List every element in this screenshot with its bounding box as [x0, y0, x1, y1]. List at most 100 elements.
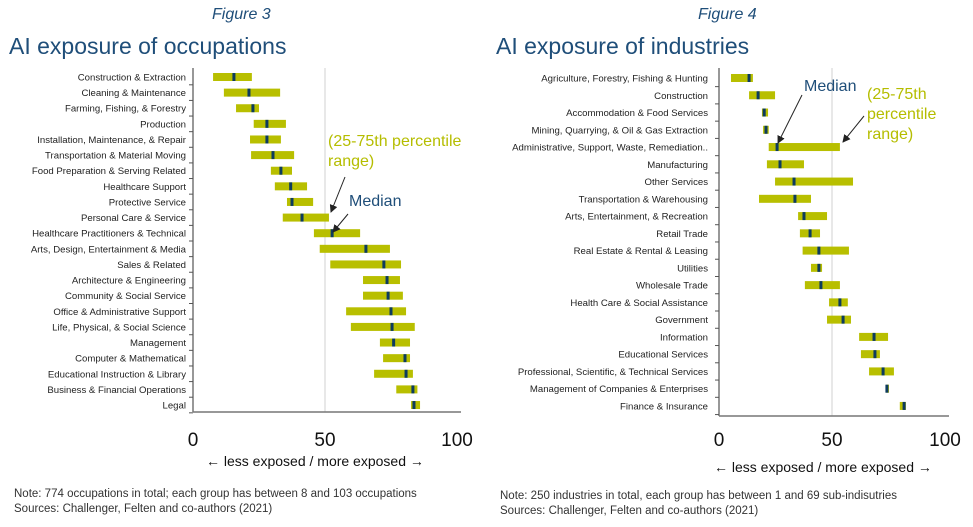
chart1-median-marker — [330, 229, 334, 238]
chart1-category-label: Construction & Extraction — [78, 73, 186, 84]
chart1-median-marker — [411, 385, 415, 394]
chart1-category-label: Installation, Maintenance, & Repair — [37, 135, 187, 146]
chart-title-occupations: AI exposure of occupations — [9, 33, 287, 59]
chart2-category-label: Arts, Entertainment, & Recreation — [565, 212, 708, 223]
source-text: Sources: Challenger, Felten and co-autho… — [500, 505, 759, 517]
chart2-median-marker — [838, 298, 842, 307]
chart1-median-marker — [279, 166, 283, 175]
chart1-category-label: Community & Social Service — [65, 291, 186, 302]
chart2-range-bar — [798, 212, 828, 221]
annotation-range-industries: (25-75th percentile range) — [867, 86, 937, 143]
chart1-range-bar — [396, 385, 418, 394]
chart2-category-label: Wholesale Trade — [636, 281, 708, 292]
chart2-median-marker — [778, 160, 782, 169]
chart1-range-bar — [282, 213, 329, 222]
chart1-range-bar — [374, 369, 413, 378]
chart1-median-marker — [232, 73, 236, 81]
chart1-median-marker — [389, 307, 393, 316]
note-occupations: Note: 774 occupations in total; each gro… — [14, 487, 417, 517]
chart2-category-label: Construction — [654, 91, 708, 102]
chart1-range-bar — [223, 88, 281, 97]
chart2-median-marker — [885, 384, 889, 393]
note-industries: Note: 250 industries in total, each grou… — [500, 489, 897, 519]
chart2-median-marker — [775, 143, 779, 152]
chart2-category-label: Accommodation & Food Services — [566, 108, 708, 119]
chart1-category-label: Food Preparation & Serving Related — [32, 166, 186, 177]
chart1-category-label: Office & Administrative Support — [53, 307, 186, 318]
chart1-median-marker — [265, 135, 269, 144]
chart1-median-marker — [364, 244, 368, 253]
chart2-category-label: Real Estate & Rental & Leasing — [574, 246, 708, 257]
chart1-range-bar — [286, 197, 314, 206]
chart1-median-marker — [289, 182, 293, 191]
chart2-median-marker — [793, 194, 797, 203]
chart1-range-bar — [363, 291, 403, 300]
chart1-range-bar — [319, 244, 390, 253]
chart1-median-marker — [403, 354, 407, 363]
chart1-x-tick-label: 50 — [314, 430, 335, 451]
chart2-range-bar — [775, 177, 854, 186]
chart1-range-bar — [346, 307, 407, 316]
x-axis-label-occupations: ← less exposed / more exposed → — [206, 453, 424, 469]
chart2-category-label: Agriculture, Forestry, Fishing & Hunting — [541, 74, 708, 85]
chart1-median-marker — [386, 291, 390, 300]
chart1-category-label: Business & Financial Operations — [47, 385, 186, 396]
chart2-category-label: Retail Trade — [656, 229, 708, 240]
annotation-median-occupations: Median — [349, 193, 402, 210]
annotation-median-industries: Median — [804, 78, 857, 95]
chart1-category-label: Healthcare Practitioners & Technical — [32, 229, 186, 240]
chart2-category-label: Educational Services — [618, 350, 708, 361]
chart2-category-label: Health Care & Social Assistance — [570, 298, 708, 309]
chart1-x-tick-label: 100 — [441, 430, 473, 451]
chart1-category-label: Educational Instruction & Library — [48, 369, 186, 380]
chart1-median-marker — [290, 197, 294, 206]
arrow-median-occupations — [332, 213, 349, 233]
chart1-range-bar — [253, 119, 286, 128]
chart1-median-marker — [265, 119, 269, 128]
chart1-category-label: Farming, Fishing, & Forestry — [65, 104, 186, 115]
note-text: Note: 774 occupations in total; each gro… — [14, 488, 417, 500]
chart2-x-tick-label: 0 — [714, 430, 725, 451]
chart2-median-marker — [747, 74, 751, 82]
chart1-median-marker — [412, 401, 416, 410]
chart1-category-label: Sales & Related — [117, 260, 186, 271]
chart2-category-label: Other Services — [645, 177, 709, 188]
chart2-median-marker — [817, 246, 821, 255]
chart2-median-marker — [764, 125, 768, 134]
x-axis-label-industries: ← less exposed / more exposed → — [714, 459, 932, 475]
chart2-range-bar — [827, 315, 851, 324]
chart2-median-marker — [902, 401, 906, 410]
chart2-median-marker — [873, 350, 877, 359]
figure-4-label: Figure 4 — [698, 6, 757, 23]
chart-title-industries: AI exposure of industries — [496, 33, 750, 59]
chart1-category-label: Computer & Mathematical — [75, 354, 186, 365]
chart2-median-marker — [841, 315, 845, 324]
chart2-category-label: Manufacturing — [647, 160, 708, 171]
note-text: Note: 250 industries in total, each grou… — [500, 490, 898, 502]
chart1-category-label: Life, Physical, & Social Science — [52, 322, 186, 333]
chart2-category-label: Utilities — [677, 263, 708, 274]
chart1-range-bar — [411, 401, 421, 410]
chart2-median-marker — [762, 108, 766, 117]
chart1-median-marker — [271, 151, 275, 160]
chart2-category-label: Mining, Quarrying, & Oil & Gas Extractio… — [532, 125, 708, 136]
chart2-range-bar — [768, 143, 840, 152]
chart1-median-marker — [404, 369, 408, 378]
chart2-median-marker — [881, 367, 885, 376]
arrow-range-industries — [842, 115, 865, 143]
chart1-category-label: Legal — [163, 401, 186, 412]
annotation-range-occupations: (25-75th percentile range) — [328, 133, 462, 170]
chart2-range-bar — [802, 246, 849, 255]
chart2-median-marker — [808, 229, 812, 238]
chart1-range-bar — [313, 229, 361, 238]
chart1-x-tick-label: 0 — [188, 430, 199, 451]
chart2-median-marker — [872, 332, 876, 341]
chart2-median-marker — [756, 91, 760, 100]
chart1-category-label: Production — [140, 119, 186, 130]
chart2-x-tick-label: 100 — [929, 430, 961, 451]
chart2-range-bar — [749, 91, 776, 100]
chart2-category-label: Information — [660, 332, 708, 343]
chart1-category-label: Protective Service — [109, 197, 186, 208]
chart1-category-label: Management — [130, 338, 186, 349]
